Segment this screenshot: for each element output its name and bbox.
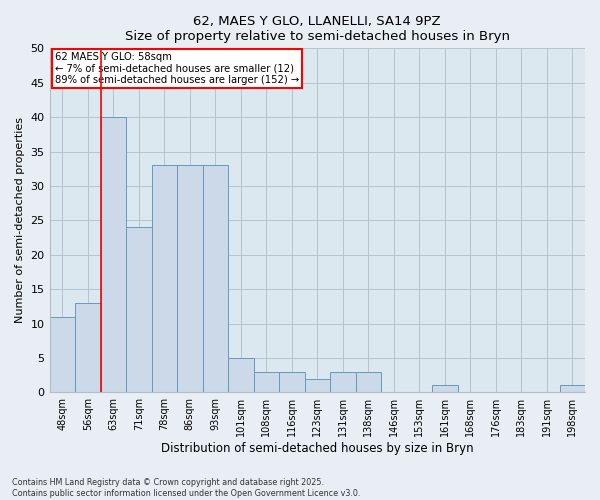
Bar [432,386,458,392]
Bar [152,166,177,392]
Title: 62, MAES Y GLO, LLANELLI, SA14 9PZ
Size of property relative to semi-detached ho: 62, MAES Y GLO, LLANELLI, SA14 9PZ Size … [125,15,510,43]
Bar [177,166,203,392]
Bar [254,372,279,392]
Text: Contains HM Land Registry data © Crown copyright and database right 2025.
Contai: Contains HM Land Registry data © Crown c… [12,478,361,498]
Bar [50,316,75,392]
Bar [75,303,101,392]
Bar [330,372,356,392]
Bar [228,358,254,392]
Bar [356,372,381,392]
Bar [279,372,305,392]
Bar [126,227,152,392]
X-axis label: Distribution of semi-detached houses by size in Bryn: Distribution of semi-detached houses by … [161,442,473,455]
Y-axis label: Number of semi-detached properties: Number of semi-detached properties [15,118,25,324]
Text: 62 MAES Y GLO: 58sqm
← 7% of semi-detached houses are smaller (12)
89% of semi-d: 62 MAES Y GLO: 58sqm ← 7% of semi-detach… [55,52,299,85]
Bar [305,378,330,392]
Bar [101,117,126,392]
Bar [203,166,228,392]
Bar [560,386,585,392]
